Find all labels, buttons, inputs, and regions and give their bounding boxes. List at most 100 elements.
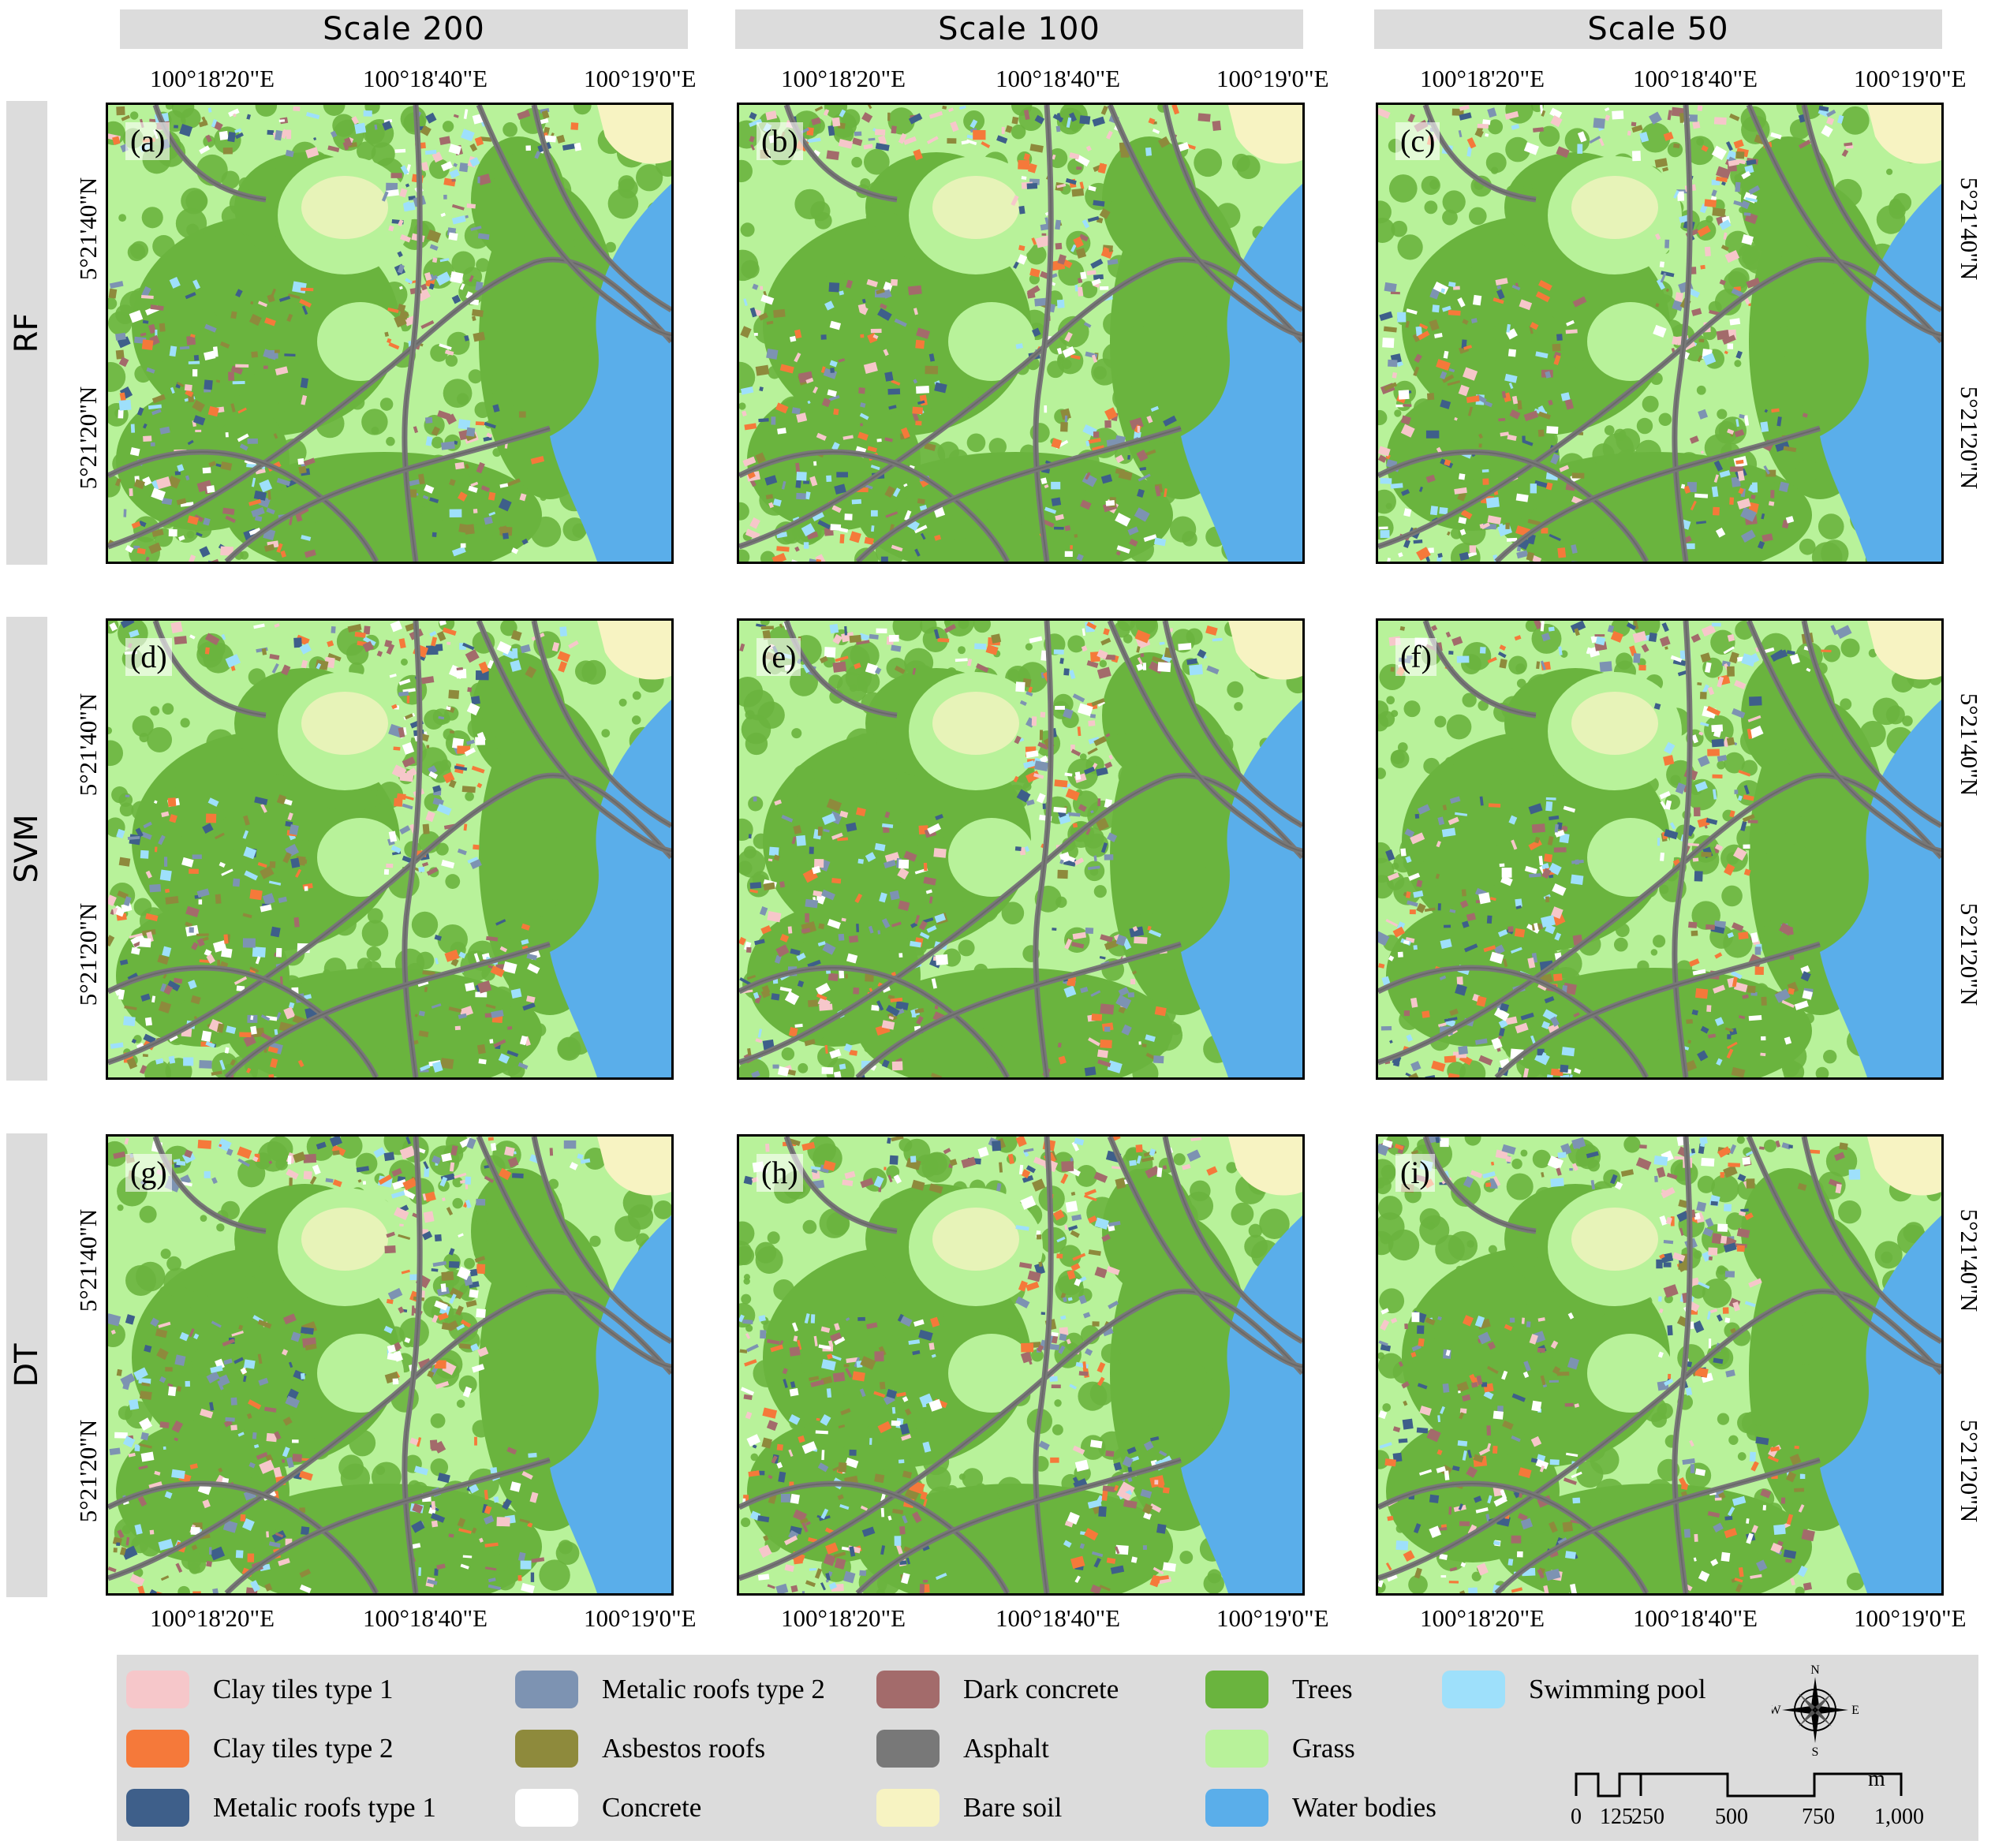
legend-swatch <box>515 1789 578 1827</box>
panel-label: (g) <box>125 1154 172 1192</box>
panel-label: (h) <box>757 1154 803 1192</box>
right-lat-label: 5°21'20"N <box>1956 1419 1983 1523</box>
row-label-svm: SVM <box>9 814 45 883</box>
compass-e: E <box>1851 1704 1859 1717</box>
left-lat-label: 5°21'20"N <box>74 1419 102 1523</box>
bottom-lon-label: 100°18'40"E <box>1633 1604 1758 1632</box>
legend-swatch <box>126 1671 189 1708</box>
left-lat-label: 5°21'40"N <box>74 693 102 797</box>
panel-label: (e) <box>757 638 801 676</box>
map-panel-dt-scale-50: (i) <box>1376 1134 1944 1596</box>
column-header-scale-200: Scale 200 <box>120 9 688 49</box>
legend-item: Grass <box>1205 1730 1355 1768</box>
right-lat-label: 5°21'40"N <box>1956 693 1983 797</box>
column-header-scale-100: Scale 100 <box>735 9 1303 49</box>
left-lat-label: 5°21'20"N <box>74 386 102 490</box>
scale-tick-label: 0 <box>1571 1805 1582 1829</box>
panel-label: (c) <box>1395 122 1440 160</box>
row-header-svm: SVM <box>6 617 47 1081</box>
legend-label: Concrete <box>602 1792 702 1823</box>
panel-label: (a) <box>125 122 170 160</box>
scale-tick-label: 125 <box>1600 1805 1633 1829</box>
bottom-lon-label: 100°19'0"E <box>1854 1604 1967 1632</box>
legend-swatch <box>126 1789 189 1827</box>
compass-s: S <box>1812 1745 1819 1756</box>
scale-tick-label: 1,000 <box>1874 1805 1924 1829</box>
legend-label: Bare soil <box>963 1792 1063 1823</box>
top-lon-label: 100°19'0"E <box>1854 65 1967 92</box>
legend-item: Metalic roofs type 1 <box>126 1789 436 1827</box>
map-panel-svm-scale-200: (d) <box>106 618 674 1080</box>
legend-label: Asphalt <box>963 1733 1049 1764</box>
legend-swatch <box>1205 1730 1268 1768</box>
legend-label: Grass <box>1292 1733 1355 1764</box>
legend-item: Asphalt <box>876 1730 1049 1768</box>
bottom-lon-label: 100°19'0"E <box>584 1604 697 1632</box>
legend-swatch <box>515 1730 578 1768</box>
legend-label: Trees <box>1292 1674 1353 1704</box>
legend-item: Bare soil <box>876 1789 1062 1827</box>
map-panel-rf-scale-100: (b) <box>737 103 1305 564</box>
land-cover-map <box>108 105 671 562</box>
panel-label: (i) <box>1395 1154 1435 1192</box>
land-cover-map <box>108 621 671 1077</box>
legend-label: Swimming pool <box>1529 1674 1706 1704</box>
bottom-lon-label: 100°18'20"E <box>150 1604 275 1632</box>
legend-label: Asbestos roofs <box>602 1733 766 1764</box>
scale-tick-label: 750 <box>1802 1805 1835 1829</box>
scale-tick-label: 250 <box>1631 1805 1664 1829</box>
map-panel-dt-scale-100: (h) <box>737 1134 1305 1596</box>
legend-swatch <box>1442 1671 1505 1708</box>
right-lat-label: 5°21'20"N <box>1956 902 1983 1006</box>
top-lon-label: 100°19'0"E <box>584 65 697 92</box>
map-panel-rf-scale-200: (a) <box>106 103 674 564</box>
legend-swatch <box>515 1671 578 1708</box>
land-cover-map <box>1378 621 1941 1077</box>
legend-item: Metalic roofs type 2 <box>515 1671 825 1708</box>
bottom-lon-label: 100°18'40"E <box>363 1604 488 1632</box>
land-cover-map <box>739 1137 1302 1593</box>
top-lon-label: 100°19'0"E <box>1216 65 1329 92</box>
row-header-dt: DT <box>6 1133 47 1597</box>
scale-bar <box>1575 1772 1903 1798</box>
bottom-lon-label: 100°18'40"E <box>996 1604 1121 1632</box>
scale-tick-label: 500 <box>1715 1805 1748 1829</box>
compass-w: W <box>1772 1704 1781 1717</box>
map-panel-svm-scale-50: (f) <box>1376 618 1944 1080</box>
legend-item: Concrete <box>515 1789 701 1827</box>
compass-n: N <box>1810 1663 1820 1677</box>
bottom-lon-label: 100°19'0"E <box>1216 1604 1329 1632</box>
legend-item: Clay tiles type 1 <box>126 1671 393 1708</box>
legend-label: Metalic roofs type 1 <box>213 1792 436 1823</box>
top-lon-label: 100°18'20"E <box>781 65 906 92</box>
map-panel-dt-scale-200: (g) <box>106 1134 674 1596</box>
top-lon-label: 100°18'40"E <box>363 65 488 92</box>
legend-label: Water bodies <box>1292 1792 1436 1823</box>
column-header-scale-50: Scale 50 <box>1374 9 1942 49</box>
legend-item: Clay tiles type 2 <box>126 1730 393 1768</box>
left-lat-label: 5°21'40"N <box>74 1208 102 1312</box>
row-label-rf: RF <box>9 312 45 353</box>
land-cover-map <box>1378 1137 1941 1593</box>
left-lat-label: 5°21'40"N <box>74 177 102 281</box>
bottom-lon-label: 100°18'20"E <box>1420 1604 1545 1632</box>
legend-swatch <box>1205 1671 1268 1708</box>
legend-swatch <box>876 1730 940 1768</box>
legend-label: Clay tiles type 2 <box>213 1733 394 1764</box>
legend: Clay tiles type 1 Clay tiles type 2 Meta… <box>117 1655 1978 1841</box>
panel-label: (d) <box>125 638 172 676</box>
map-panel-svm-scale-100: (e) <box>737 618 1305 1080</box>
map-panel-rf-scale-50: (c) <box>1376 103 1944 564</box>
legend-item: Water bodies <box>1205 1789 1436 1827</box>
legend-item: Trees <box>1205 1671 1353 1708</box>
legend-swatch <box>126 1730 189 1768</box>
right-lat-label: 5°21'20"N <box>1956 386 1983 490</box>
legend-swatch <box>876 1789 940 1827</box>
legend-label: Dark concrete <box>963 1674 1119 1704</box>
right-lat-label: 5°21'40"N <box>1956 1208 1983 1312</box>
panel-label: (f) <box>1395 638 1436 676</box>
top-lon-label: 100°18'20"E <box>150 65 275 92</box>
legend-swatch <box>876 1671 940 1708</box>
legend-item: Swimming pool <box>1442 1671 1706 1708</box>
legend-swatch <box>1205 1789 1268 1827</box>
